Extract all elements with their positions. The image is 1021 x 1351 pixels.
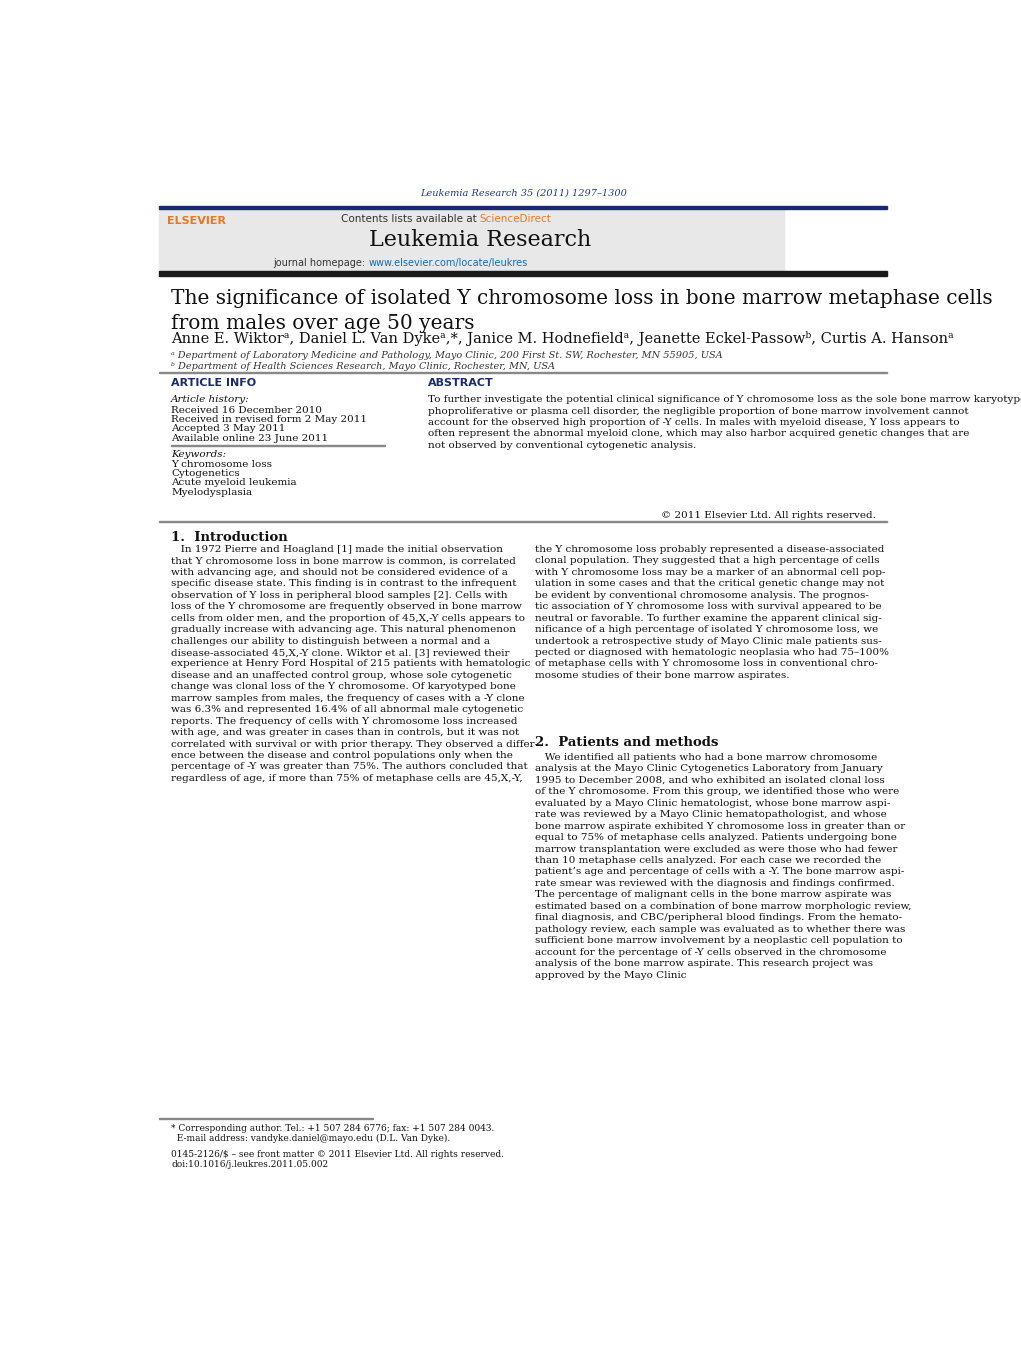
Text: ABSTRACT: ABSTRACT <box>428 378 494 389</box>
Bar <box>159 205 887 209</box>
Text: journal homepage:: journal homepage: <box>274 258 369 267</box>
Text: ᵃ Department of Laboratory Medicine and Pathology, Mayo Clinic, 200 First St. SW: ᵃ Department of Laboratory Medicine and … <box>172 351 723 361</box>
Text: Cytogenetics: Cytogenetics <box>172 469 240 478</box>
Text: Y chromosome loss: Y chromosome loss <box>172 459 273 469</box>
Text: Leukemia Research 35 (2011) 1297–1300: Leukemia Research 35 (2011) 1297–1300 <box>420 188 627 197</box>
Text: doi:10.1016/j.leukres.2011.05.002: doi:10.1016/j.leukres.2011.05.002 <box>172 1159 329 1169</box>
Text: 0145-2126/$ – see front matter © 2011 Elsevier Ltd. All rights reserved.: 0145-2126/$ – see front matter © 2011 El… <box>172 1151 504 1159</box>
Text: the Y chromosome loss probably represented a disease-associated
clonal populatio: the Y chromosome loss probably represent… <box>535 544 889 680</box>
Text: Myelodysplasia: Myelodysplasia <box>172 488 252 497</box>
Text: Received 16 December 2010: Received 16 December 2010 <box>172 405 323 415</box>
Text: Contents lists available at: Contents lists available at <box>341 213 480 224</box>
Text: In 1972 Pierre and Hoagland [1] made the initial observation
that Y chromosome l: In 1972 Pierre and Hoagland [1] made the… <box>172 544 538 784</box>
Text: Received in revised form 2 May 2011: Received in revised form 2 May 2011 <box>172 415 368 424</box>
Text: ARTICLE INFO: ARTICLE INFO <box>172 378 256 389</box>
Text: © 2011 Elsevier Ltd. All rights reserved.: © 2011 Elsevier Ltd. All rights reserved… <box>661 511 875 520</box>
Text: ELSEVIER: ELSEVIER <box>167 216 227 226</box>
Text: We identified all patients who had a bone marrow chromosome
analysis at the Mayo: We identified all patients who had a bon… <box>535 753 912 979</box>
Bar <box>159 372 887 373</box>
Bar <box>159 272 887 276</box>
Text: The significance of isolated Y chromosome loss in bone marrow metaphase cells
fr: The significance of isolated Y chromosom… <box>172 289 992 334</box>
Text: Available online 23 June 2011: Available online 23 June 2011 <box>172 434 329 443</box>
Text: * Corresponding author. Tel.: +1 507 284 6776; fax: +1 507 284 0043.: * Corresponding author. Tel.: +1 507 284… <box>172 1124 494 1133</box>
Text: To further investigate the potential clinical significance of Y chromosome loss : To further investigate the potential cli… <box>428 394 1021 450</box>
Text: Accepted 3 May 2011: Accepted 3 May 2011 <box>172 424 286 434</box>
Text: www.elsevier.com/locate/leukres: www.elsevier.com/locate/leukres <box>369 258 528 267</box>
Text: Anne E. Wiktorᵃ, Daniel L. Van Dykeᵃ,*, Janice M. Hodnefieldᵃ, Jeanette Eckel-Pa: Anne E. Wiktorᵃ, Daniel L. Van Dykeᵃ,*, … <box>172 331 954 346</box>
Text: 1.  Introduction: 1. Introduction <box>172 531 288 544</box>
Text: Leukemia Research: Leukemia Research <box>369 228 591 251</box>
Text: ScienceDirect: ScienceDirect <box>480 213 551 224</box>
Bar <box>159 209 784 272</box>
Text: ᵇ Department of Health Sciences Research, Mayo Clinic, Rochester, MN, USA: ᵇ Department of Health Sciences Research… <box>172 362 555 372</box>
Text: Keywords:: Keywords: <box>172 450 227 459</box>
Text: Article history:: Article history: <box>172 394 250 404</box>
Text: 2.  Patients and methods: 2. Patients and methods <box>535 736 719 750</box>
Text: E-mail address: vandyke.daniel@mayo.edu (D.L. Van Dyke).: E-mail address: vandyke.daniel@mayo.edu … <box>172 1133 450 1143</box>
Text: Acute myeloid leukemia: Acute myeloid leukemia <box>172 478 297 488</box>
